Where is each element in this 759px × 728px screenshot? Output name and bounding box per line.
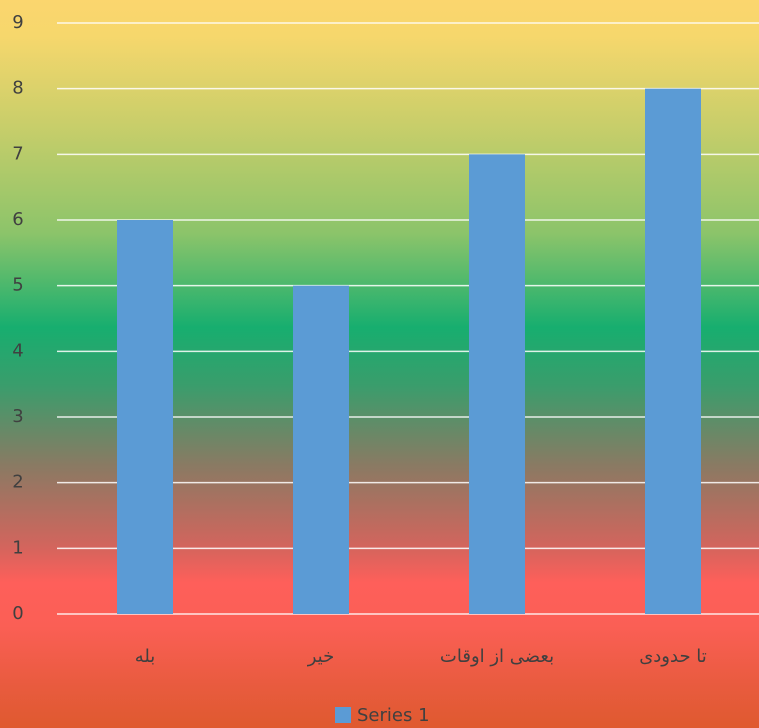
legend-swatch xyxy=(335,707,351,723)
bar xyxy=(117,220,173,614)
y-tick-label: 7 xyxy=(12,143,23,164)
bar xyxy=(293,285,349,614)
y-tick-label: 2 xyxy=(12,472,23,493)
bar xyxy=(469,154,525,615)
y-tick-label: 1 xyxy=(12,537,23,558)
y-tick-label: 3 xyxy=(12,406,23,427)
x-tick-label: بله xyxy=(135,646,156,667)
y-tick-label: 9 xyxy=(12,12,23,33)
x-tick-label: تا حدودی xyxy=(639,646,707,667)
x-tick-label: خیر xyxy=(307,646,335,667)
y-tick-label: 0 xyxy=(12,603,23,624)
bar xyxy=(645,88,701,614)
legend-label: Series 1 xyxy=(357,705,430,726)
y-tick-label: 8 xyxy=(12,78,23,99)
y-tick-label: 5 xyxy=(12,275,23,296)
y-tick-label: 4 xyxy=(12,340,23,361)
x-tick-label: بعضی از اوقات xyxy=(440,646,554,667)
y-tick-label: 6 xyxy=(12,209,23,230)
